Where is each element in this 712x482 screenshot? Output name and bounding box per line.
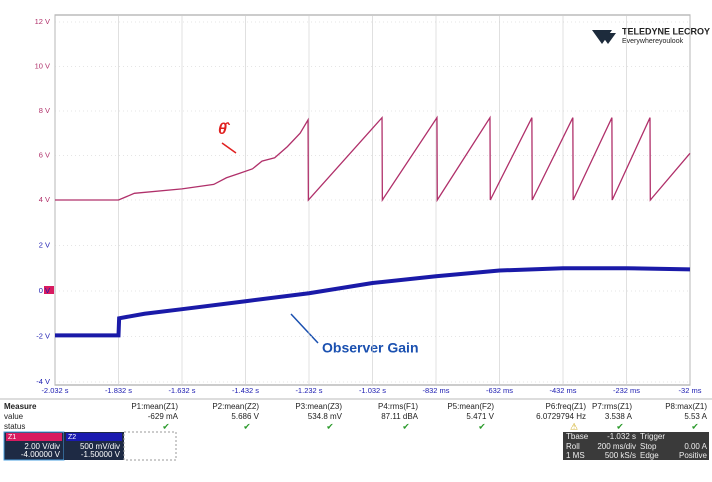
timebase-roll: Roll	[566, 442, 580, 451]
y-tick-label: 4 V	[39, 195, 50, 204]
timebase-tbase: Tbase	[566, 432, 589, 441]
timebase-tdiv: 200 ms/div	[597, 442, 636, 451]
x-tick-label: -632 ms	[486, 386, 513, 395]
status-icon: ✔	[691, 421, 699, 431]
observer-label: Observer Gain	[322, 340, 419, 356]
measure-header: P5:mean(F2)	[447, 402, 494, 411]
timebase-box	[563, 432, 709, 460]
y-tick-label: 8 V	[39, 106, 50, 115]
x-tick-label: -1.032 s	[359, 386, 386, 395]
measure-header: Measure	[4, 402, 37, 411]
status-icon: ✔	[478, 421, 486, 431]
measure-header: P8:max(Z1)	[665, 402, 707, 411]
theta-arrow	[221, 142, 237, 154]
logo-icon	[592, 30, 616, 44]
timebase-rate: 500 kS/s	[605, 451, 636, 460]
y2-tick-label: -2 V	[36, 331, 50, 340]
observer-arrow	[290, 313, 319, 344]
timebase-level: 0.00 A	[684, 442, 707, 451]
measure-header: P1:mean(Z1)	[131, 402, 178, 411]
measure-value: 3.538 A	[605, 412, 633, 421]
measure-value: value	[4, 412, 24, 421]
x-tick-label: -232 ms	[613, 386, 640, 395]
measure-header: P3:mean(Z3)	[295, 402, 342, 411]
x-tick-label: -32 ms	[679, 386, 702, 395]
measure-value: 5.53 A	[684, 412, 707, 421]
channel-offset: -4.00000 V	[21, 450, 61, 459]
y2-tick-label: 0 V	[39, 286, 50, 295]
y-tick-label: 6 V	[39, 150, 50, 159]
measure-value: 534.8 mV	[308, 412, 343, 421]
status-icon: ✔	[243, 421, 251, 431]
x-tick-label: -1.232 s	[295, 386, 322, 395]
measure-header: P2:mean(Z2)	[212, 402, 259, 411]
timebase-stop: Stop	[640, 442, 657, 451]
status-label: status	[4, 422, 25, 431]
z2-header	[66, 433, 122, 441]
channel-scale: 2.00 V/div	[24, 442, 60, 451]
measure-value: 87.11 dBA	[381, 412, 418, 421]
logo-brand: TELEDYNE LECROY	[622, 26, 710, 36]
y-tick-label: 10 V	[35, 61, 50, 70]
timebase-trigger: Trigger	[640, 432, 665, 441]
channel-name: Z1	[8, 434, 16, 441]
trace	[55, 266, 691, 338]
measure-value: 5.686 V	[231, 412, 259, 421]
measure-header: P6:freq(Z1)	[546, 402, 587, 411]
measure-value: 6.0729794 Hz	[536, 412, 586, 421]
empty-box	[123, 431, 177, 461]
x-tick-label: -1.832 s	[105, 386, 132, 395]
timebase-tbase-value: -1.032 s	[607, 432, 636, 441]
timebase-slope: Positive	[679, 451, 708, 460]
measure-header: P7:rms(Z1)	[592, 402, 632, 411]
y-tick-label: 12 V	[35, 17, 50, 26]
trace	[55, 115, 691, 203]
status-icon: ✔	[162, 421, 170, 431]
x-tick-label: -1.432 s	[232, 386, 259, 395]
x-tick-label: -832 ms	[422, 386, 449, 395]
channel-offset: -1.50000 V	[81, 450, 121, 459]
timebase-points: 1 MS	[566, 451, 585, 460]
measure-value: -629 mA	[148, 412, 179, 421]
channel-scale: 500 mV/div	[80, 442, 120, 451]
zero-marker	[44, 286, 54, 294]
status-icon: ✔	[616, 421, 624, 431]
x-tick-label: -1.632 s	[168, 386, 195, 395]
y2-tick-label: 2 V	[39, 240, 50, 249]
status-icon: ✔	[402, 421, 410, 431]
status-icon: ⚠	[570, 421, 578, 431]
status-icon: ✔	[326, 421, 334, 431]
y2-tick-label: -4 V	[36, 377, 50, 386]
x-tick-label: -2.032 s	[41, 386, 68, 395]
channel-name: Z2	[68, 434, 76, 441]
timebase-edge: Edge	[640, 451, 659, 460]
logo-tagline: Everywhereyoulook	[622, 38, 684, 45]
x-tick-label: -432 ms	[549, 386, 576, 395]
z1-header	[6, 433, 62, 441]
measure-value: 5.471 V	[466, 412, 494, 421]
measure-header: P4:rms(F1)	[378, 402, 418, 411]
